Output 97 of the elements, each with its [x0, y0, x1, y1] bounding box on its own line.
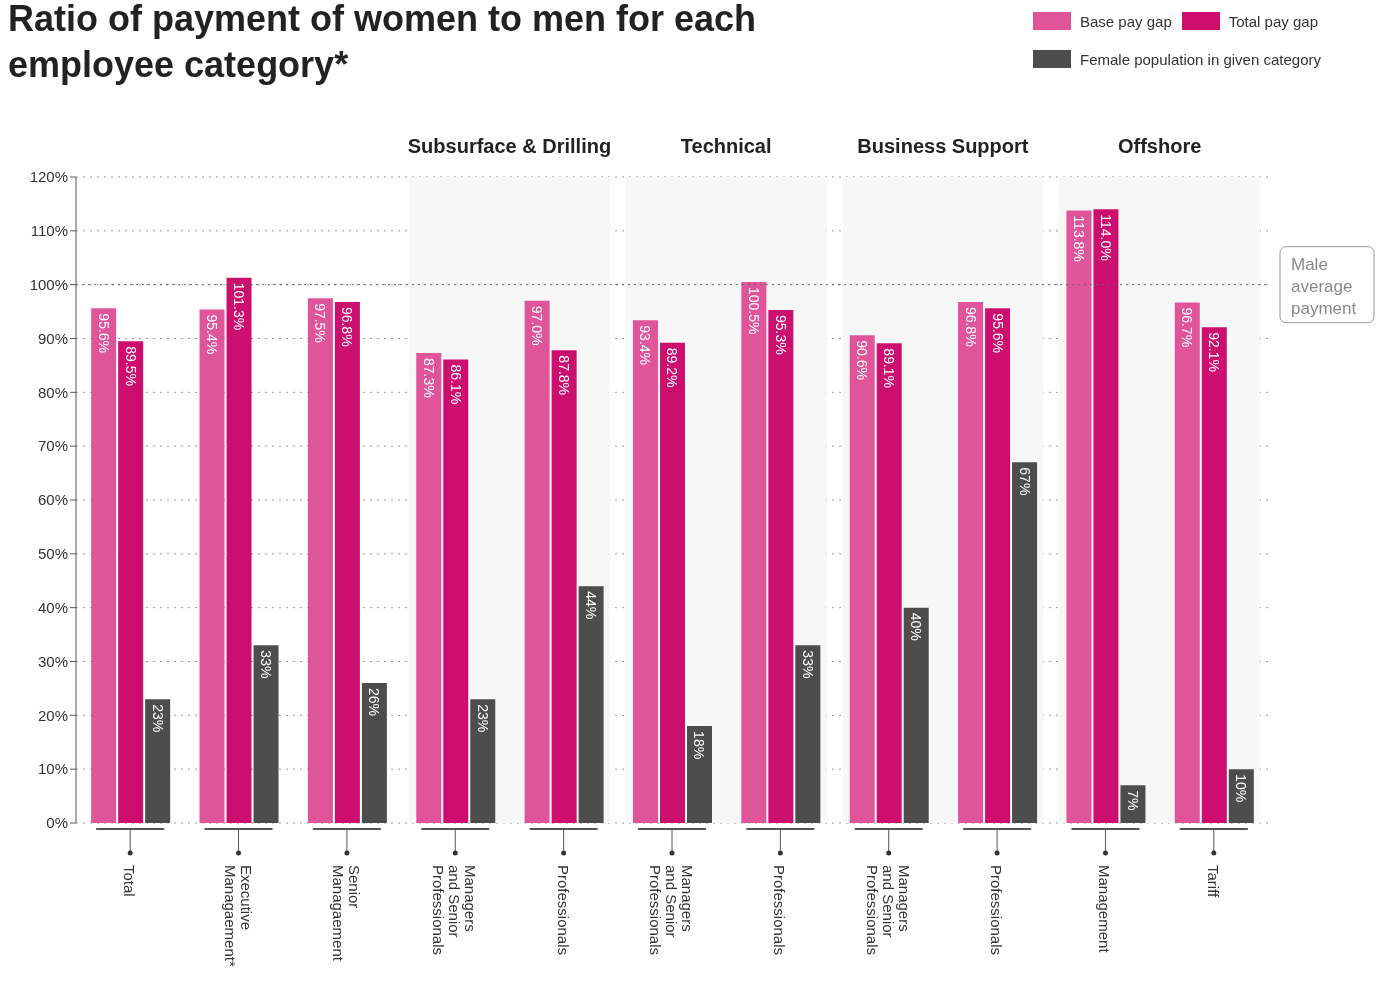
- data-label: 26%: [366, 688, 383, 717]
- bar: [145, 699, 171, 823]
- data-label: 23%: [474, 704, 491, 733]
- data-label: 89.5%: [122, 346, 139, 386]
- data-label: 89.1%: [881, 348, 898, 389]
- bar: [1093, 209, 1119, 823]
- data-label: 93.4%: [637, 325, 654, 365]
- band-label: Subsurface & Drilling: [407, 135, 612, 157]
- x-tick-label: Total: [121, 865, 139, 897]
- x-tick-label: Senior Managaement: [330, 865, 364, 962]
- bar: [226, 277, 252, 823]
- bar: [334, 301, 360, 823]
- ref-line-label: Male average payment: [1291, 254, 1357, 318]
- y-tick-label: 90%: [37, 329, 68, 347]
- bar: [361, 683, 387, 823]
- data-label: 101.3%: [231, 282, 248, 331]
- bar: [876, 343, 902, 823]
- y-tick-label: 40%: [37, 598, 68, 616]
- bar: [849, 335, 875, 823]
- data-label: 10%: [1233, 774, 1250, 803]
- bar: [659, 342, 685, 823]
- y-tick-label: 20%: [37, 706, 68, 724]
- data-label: 113.8%: [1070, 215, 1087, 262]
- bar: [91, 308, 117, 823]
- bar: [416, 353, 442, 823]
- bar: [1066, 210, 1092, 823]
- bar: [1174, 302, 1200, 823]
- chart-title: Ratio of payment of women to men for each employee category*: [8, 0, 758, 87]
- data-label: 44%: [583, 591, 600, 620]
- x-tick-label: Professionals: [988, 865, 1006, 956]
- legend-label: Total pay gap: [1228, 12, 1318, 30]
- data-label: 95.6%: [95, 313, 112, 354]
- y-tick-label: 0%: [46, 814, 68, 832]
- y-tick-label: 80%: [37, 383, 68, 401]
- data-label: 40%: [908, 612, 925, 641]
- x-tick-label: Executive Managaement*: [222, 865, 256, 967]
- bar: [551, 350, 577, 823]
- bar: [253, 645, 279, 823]
- y-tick-label: 110%: [30, 222, 68, 240]
- data-label: 87.8%: [556, 355, 573, 396]
- data-label: 7%: [1124, 790, 1141, 811]
- data-label: 97.0%: [529, 305, 546, 346]
- bar: [1201, 327, 1227, 823]
- bar: [470, 699, 496, 823]
- x-tick-label: Professionals: [555, 865, 573, 956]
- band-label: Offshore: [1117, 135, 1202, 157]
- y-tick-label: 10%: [37, 760, 68, 778]
- bar: [443, 359, 469, 823]
- bar: [985, 308, 1011, 823]
- data-label: 95.3%: [772, 314, 789, 355]
- x-tick-label: Management: [1096, 865, 1114, 954]
- legend-label: Female population in given category: [1080, 50, 1321, 68]
- bar: [524, 300, 550, 823]
- bar: [903, 607, 929, 823]
- bar: [307, 298, 333, 823]
- data-label: 67%: [1016, 467, 1033, 496]
- bar: [686, 726, 712, 823]
- data-label: 100.5%: [745, 286, 762, 335]
- data-label: 96.7%: [1179, 307, 1196, 348]
- text: Technical: [680, 135, 772, 157]
- bar: [199, 309, 225, 823]
- x-tick-label: Managers and Senior Professionals: [430, 865, 480, 956]
- bar: [795, 645, 821, 823]
- y-tick-label: 100%: [29, 275, 68, 293]
- data-label: 89.2%: [664, 347, 681, 388]
- bar: [958, 301, 984, 823]
- x-tick-label: Managers and Senior Professionals: [864, 865, 914, 956]
- x-tick-label: Professionals: [771, 865, 789, 956]
- bar: [741, 281, 767, 823]
- bar: [118, 341, 144, 823]
- bar: [632, 320, 658, 823]
- y-tick-label: 120%: [29, 168, 68, 186]
- data-label: 95.6%: [989, 313, 1006, 354]
- y-tick-label: 30%: [37, 652, 68, 670]
- y-tick-label: 50%: [37, 545, 68, 563]
- data-label: 86.1%: [447, 364, 464, 405]
- data-label: 92.1%: [1206, 332, 1223, 372]
- data-label: 23%: [149, 704, 166, 733]
- data-label: 33%: [799, 650, 816, 679]
- x-tick-label: Managers and Senior Professionals: [647, 865, 697, 956]
- bar: [768, 309, 794, 823]
- data-label: 114.0%: [1097, 214, 1114, 261]
- y-tick-label: 70%: [37, 437, 68, 455]
- legend-label: Base pay gap: [1080, 12, 1172, 30]
- bar: [578, 586, 604, 823]
- data-label: 18%: [691, 731, 708, 760]
- data-label: 97.5%: [312, 303, 329, 343]
- data-label: 96.8%: [962, 306, 979, 347]
- data-label: 90.6%: [854, 340, 871, 380]
- x-tick-label: Tariff: [1205, 865, 1223, 899]
- data-label: 87.3%: [420, 358, 437, 398]
- bar: [1012, 462, 1038, 823]
- y-tick-label: 60%: [37, 491, 68, 509]
- data-label: 33%: [258, 650, 275, 679]
- text: Business Support: [857, 135, 1029, 157]
- data-label: 95.4%: [204, 314, 221, 355]
- data-label: 96.8%: [339, 306, 356, 347]
